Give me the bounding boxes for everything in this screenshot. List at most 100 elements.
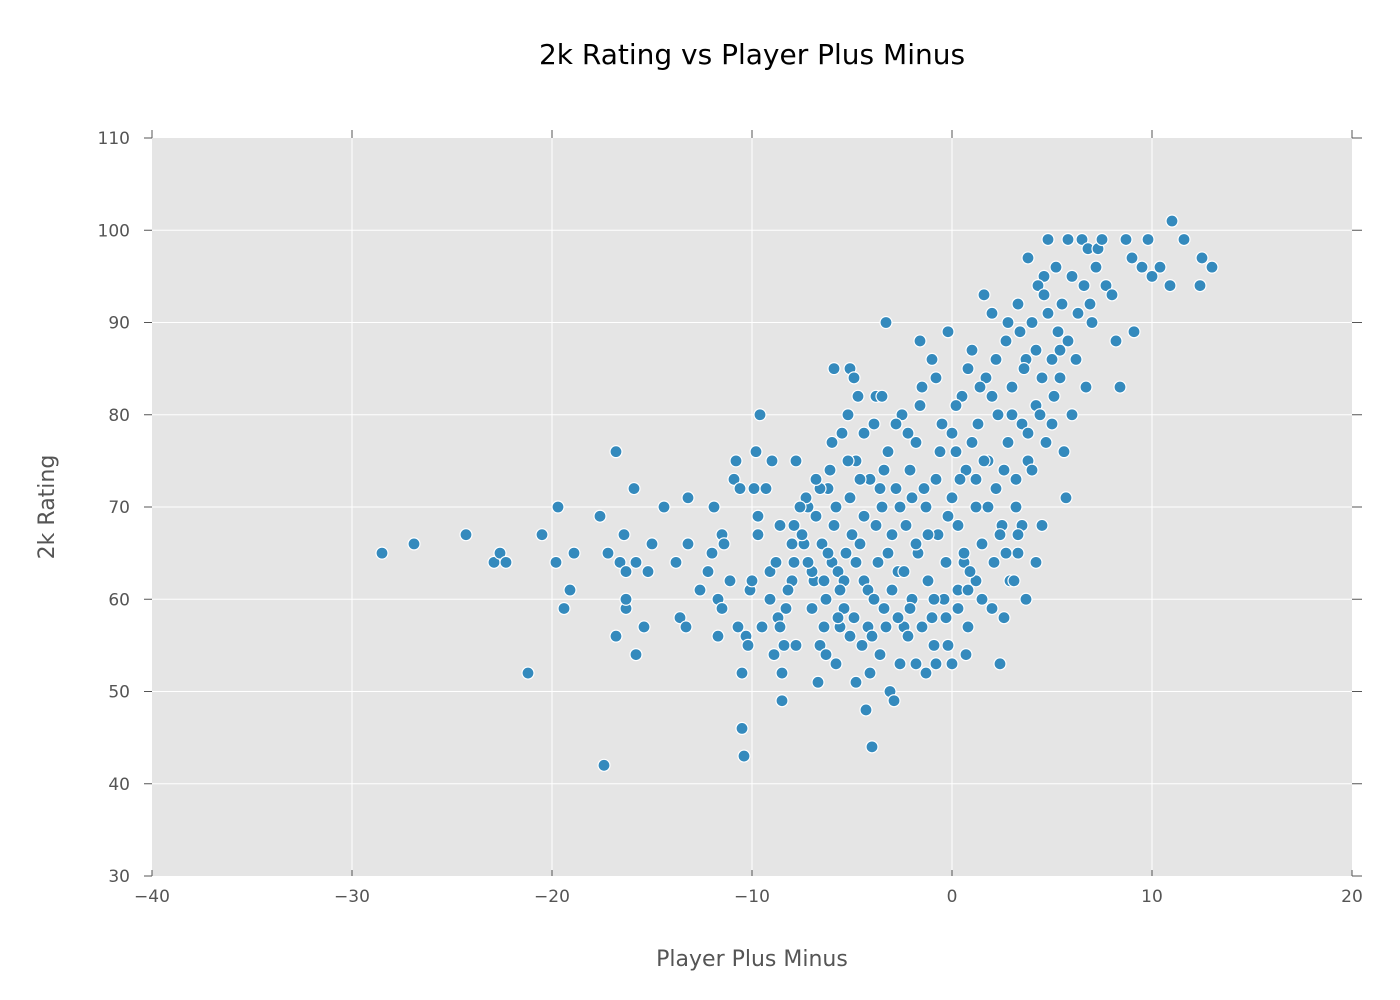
x-tick-label: −30: [334, 887, 370, 907]
scatter-point: [833, 583, 847, 597]
scatter-point: [941, 509, 955, 523]
scatter-point: [819, 592, 833, 606]
scatter-point: [909, 435, 923, 450]
scatter-point: [1071, 306, 1085, 320]
scatter-point: [593, 509, 607, 523]
scatter-point: [809, 472, 823, 486]
y-tick-label: 60: [108, 590, 130, 610]
scatter-point: [1037, 269, 1051, 283]
scatter-point: [1001, 315, 1015, 330]
scatter-point: [977, 288, 991, 302]
scatter-point: [1119, 232, 1133, 247]
scatter-point: [763, 592, 777, 606]
scatter-point: [835, 426, 849, 440]
scatter-point: [875, 500, 889, 514]
scatter-point: [787, 555, 801, 569]
scatter-point: [769, 555, 783, 569]
scatter-point: [793, 500, 807, 514]
scatter-point: [859, 703, 873, 717]
scatter-point: [733, 481, 747, 496]
scatter-point: [737, 749, 751, 763]
scatter-point: [1041, 232, 1055, 247]
scatter-point: [1069, 352, 1083, 366]
scatter-point: [1089, 260, 1103, 274]
scatter-point: [693, 583, 707, 597]
scatter-point: [879, 315, 893, 330]
grid-lines: [152, 138, 1352, 876]
scatter-point: [1109, 334, 1123, 348]
scatter-point: [849, 555, 863, 569]
scatter-point: [985, 389, 999, 403]
scatter-point: [941, 638, 955, 652]
scatter-point: [1025, 463, 1039, 477]
scatter-point: [913, 398, 927, 413]
scatter-point: [1037, 288, 1051, 302]
scatter-point: [957, 546, 971, 560]
scatter-point: [1019, 592, 1033, 606]
scatter-point: [853, 537, 867, 551]
scatter-point: [853, 472, 867, 486]
scatter-point: [929, 371, 943, 385]
scatter-point: [705, 546, 719, 560]
scatter-point: [873, 481, 887, 496]
scatter-point: [751, 528, 765, 542]
scatter-point: [863, 666, 877, 680]
scatter-point: [781, 583, 795, 597]
scatter-point: [897, 564, 911, 579]
scatter-point: [837, 601, 851, 616]
scatter-point: [929, 657, 943, 671]
scatter-point: [825, 435, 839, 450]
scatter-point: [549, 555, 563, 569]
scatter-point: [773, 620, 787, 634]
scatter-point: [941, 325, 955, 339]
scatter-point: [881, 546, 895, 560]
x-tick-label: 20: [1341, 887, 1363, 907]
scatter-point: [801, 555, 815, 569]
scatter-point: [1105, 288, 1119, 302]
scatter-point: [493, 546, 507, 560]
scatter-point: [645, 537, 659, 551]
scatter-point: [899, 518, 913, 533]
scatter-point: [935, 417, 949, 431]
scatter-point: [1163, 279, 1177, 293]
scatter-point: [1039, 435, 1053, 450]
scatter-point: [849, 675, 863, 689]
scatter-point: [975, 592, 989, 606]
scatter-point: [617, 528, 631, 542]
scatter-point: [867, 592, 881, 606]
scatter-point: [989, 352, 1003, 366]
scatter-point: [869, 518, 883, 533]
scatter-point: [893, 500, 907, 514]
scatter-point: [1195, 251, 1209, 265]
scatter-point: [949, 445, 963, 459]
scatter-point: [993, 528, 1007, 542]
scatter-point: [1053, 343, 1067, 357]
scatter-point: [945, 657, 959, 671]
scatter-point: [789, 454, 803, 468]
scatter-point: [945, 426, 959, 440]
y-tick-label: 30: [108, 867, 130, 887]
scatter-point: [637, 620, 651, 634]
scatter-point: [827, 518, 841, 533]
scatter-point: [1077, 279, 1091, 293]
scatter-point: [857, 426, 871, 440]
scatter-point: [669, 555, 683, 569]
scatter-point: [843, 629, 857, 643]
scatter-point: [881, 445, 895, 459]
scatter-point: [1013, 325, 1027, 339]
scatter-point: [901, 629, 915, 643]
scatter-point: [939, 611, 953, 625]
scatter-point: [939, 555, 953, 569]
scatter-point: [729, 454, 743, 468]
chart-title: 2k Rating vs Player Plus Minus: [539, 38, 965, 71]
scatter-point: [1079, 380, 1093, 394]
scatter-point: [921, 528, 935, 542]
scatter-point: [969, 500, 983, 514]
scatter-point: [961, 362, 975, 376]
scatter-point: [535, 528, 549, 542]
scatter-point: [819, 647, 833, 662]
scatter-point: [1029, 555, 1043, 569]
scatter-point: [817, 574, 831, 588]
scatter-point: [1045, 352, 1059, 366]
